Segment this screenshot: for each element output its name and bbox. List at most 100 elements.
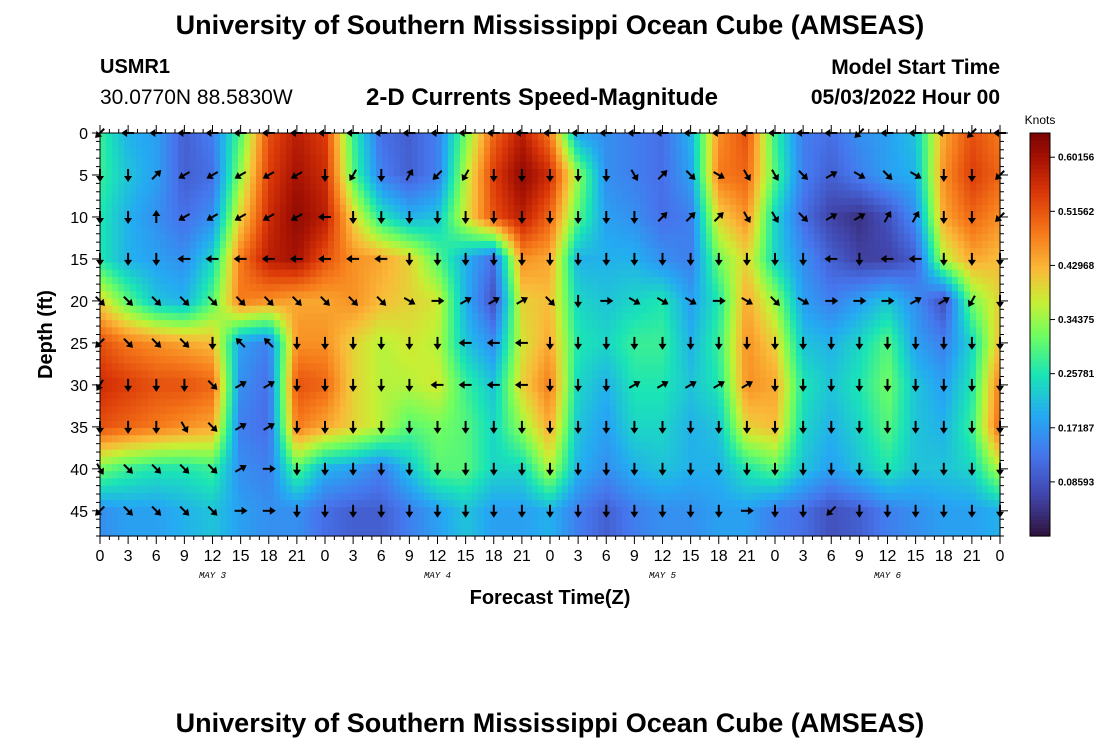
heatmap-cell xyxy=(862,363,869,372)
heatmap-cell xyxy=(118,356,125,364)
heatmap-cell xyxy=(790,190,797,199)
heatmap-cell xyxy=(622,240,629,249)
heatmap-cell xyxy=(448,284,455,292)
heatmap-cell xyxy=(370,327,377,336)
heatmap-cell xyxy=(268,348,275,357)
heatmap-cell xyxy=(124,183,131,192)
heatmap-cell xyxy=(382,168,389,177)
heatmap-cell xyxy=(190,348,197,357)
heatmap-cell xyxy=(490,219,497,228)
heatmap-cell xyxy=(874,327,881,336)
heatmap-cell xyxy=(346,276,353,285)
heatmap-cell xyxy=(784,334,791,343)
heatmap-cell xyxy=(238,291,245,300)
heatmap-cell xyxy=(538,233,545,242)
heatmap-cell xyxy=(670,248,677,256)
heatmap-cell xyxy=(952,240,959,249)
heatmap-cell xyxy=(232,219,239,228)
heatmap-cell xyxy=(442,248,449,256)
heatmap-cell xyxy=(310,341,317,350)
heatmap-cell xyxy=(952,219,959,228)
heatmap-cell xyxy=(628,356,635,364)
heatmap-cell xyxy=(688,204,695,213)
heatmap-cell xyxy=(814,147,821,156)
heatmap-cell xyxy=(640,226,647,235)
heatmap-cell xyxy=(478,212,485,220)
heatmap-cell xyxy=(370,190,377,199)
heatmap-cell xyxy=(412,183,419,192)
heatmap-cell xyxy=(310,240,317,249)
heatmap-cell xyxy=(406,312,413,321)
heatmap-cell xyxy=(634,327,641,336)
heatmap-cell xyxy=(754,334,761,343)
heatmap-cell xyxy=(556,248,563,256)
heatmap-cell xyxy=(370,341,377,350)
heatmap-cell xyxy=(244,312,251,321)
heatmap-cell xyxy=(106,183,113,192)
heatmap-cell xyxy=(436,176,443,184)
heatmap-cell xyxy=(640,262,647,271)
heatmap-cell xyxy=(544,262,551,271)
heatmap-cell xyxy=(118,147,125,156)
heatmap-cell xyxy=(400,154,407,163)
heatmap-cell xyxy=(166,305,173,314)
heatmap-cell xyxy=(508,233,515,242)
heatmap-cell xyxy=(262,147,269,156)
heatmap-cell xyxy=(184,133,191,141)
heatmap-cell xyxy=(718,154,725,163)
heatmap-cell xyxy=(532,356,539,364)
heatmap-cell xyxy=(520,276,527,285)
heatmap-cell xyxy=(586,226,593,235)
heatmap-cell xyxy=(148,327,155,336)
heatmap-cell xyxy=(694,240,701,249)
heatmap-cell xyxy=(202,219,209,228)
heatmap-cell xyxy=(394,312,401,321)
heatmap-cell xyxy=(172,312,179,321)
heatmap-cell xyxy=(568,255,575,264)
heatmap-cell xyxy=(154,363,161,372)
heatmap-cell xyxy=(904,312,911,321)
heatmap-cell xyxy=(586,233,593,242)
heatmap-cell xyxy=(328,133,335,141)
heatmap-cell xyxy=(310,255,317,264)
heatmap-cell xyxy=(640,233,647,242)
heatmap-cell xyxy=(886,219,893,228)
heatmap-cell xyxy=(154,262,161,271)
heatmap-cell xyxy=(154,284,161,292)
heatmap-cell xyxy=(232,320,239,328)
heatmap-cell xyxy=(964,161,971,170)
heatmap-cell xyxy=(514,240,521,249)
heatmap-cell xyxy=(136,305,143,314)
heatmap-cell xyxy=(934,305,941,314)
heatmap-cell xyxy=(262,269,269,278)
heatmap-cell xyxy=(304,161,311,170)
heatmap-cell xyxy=(364,341,371,350)
heatmap-cell xyxy=(850,133,857,141)
heatmap-cell xyxy=(154,154,161,163)
heatmap-cell xyxy=(682,133,689,141)
heatmap-cell xyxy=(946,363,953,372)
heatmap-cell xyxy=(790,363,797,372)
heatmap-cell xyxy=(772,327,779,336)
heatmap-cell xyxy=(310,154,317,163)
heatmap-cell xyxy=(334,233,341,242)
heatmap-cell xyxy=(808,219,815,228)
heatmap-cell xyxy=(322,356,329,364)
heatmap-cell xyxy=(388,363,395,372)
heatmap-cell xyxy=(886,312,893,321)
heatmap-cell xyxy=(454,226,461,235)
heatmap-cell xyxy=(538,262,545,271)
heatmap-cell xyxy=(292,197,299,206)
heatmap-cell xyxy=(562,204,569,213)
heatmap-cell xyxy=(616,269,623,278)
heatmap-cell xyxy=(934,348,941,357)
heatmap-cell xyxy=(910,291,917,300)
heatmap-cell xyxy=(244,276,251,285)
heatmap-cell xyxy=(520,262,527,271)
heatmap-cell xyxy=(190,190,197,199)
heatmap-cell xyxy=(628,147,635,156)
heatmap-cell xyxy=(466,226,473,235)
heatmap-cell xyxy=(736,133,743,141)
heatmap-cell xyxy=(922,269,929,278)
heatmap-cell xyxy=(292,183,299,192)
